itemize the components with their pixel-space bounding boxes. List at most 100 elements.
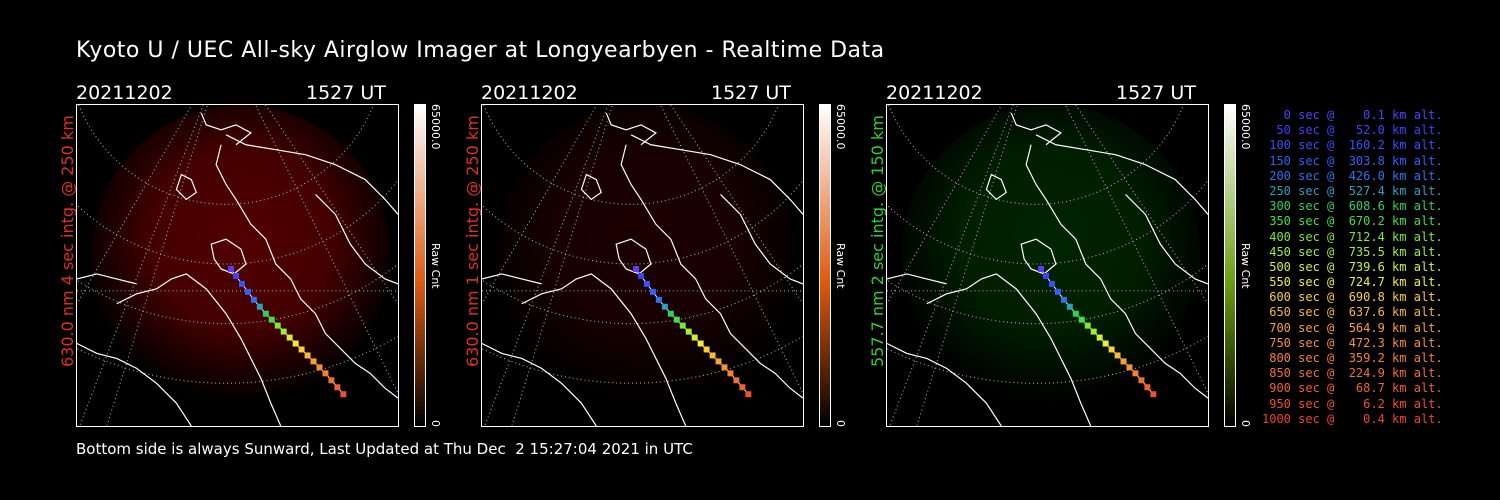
trajectory-point [667,310,674,317]
legend-entry: 50 sec @ 52.0 km alt. [1262,123,1443,138]
coastline [77,112,398,426]
trajectory-point [1043,272,1049,279]
legend-entry: 650 sec @ 637.6 km alt. [1262,305,1443,320]
trajectory-point [274,322,281,329]
lat-lon-grid [482,105,803,426]
trajectory-point [1132,370,1139,377]
trajectory-point [643,280,650,287]
trajectory-point [727,370,734,377]
legend-entry: 900 sec @ 68.7 km alt. [1262,381,1443,396]
trajectory-point [1138,377,1145,384]
trajectory-point [1054,288,1061,295]
rocket-trajectory [1038,265,1157,398]
trajectory-point [244,288,251,295]
trajectory-point [685,328,692,335]
trajectory-point [1102,340,1109,347]
trajectory-legend: 0 sec @ 0.1 km alt. 50 sec @ 52.0 km alt… [1262,108,1443,427]
footer-note: Bottom side is always Sunward, Last Upda… [76,440,693,458]
trajectory-point [262,310,269,317]
trajectory-point [250,296,257,303]
trajectory-point [304,352,311,359]
trajectory-point [1090,328,1097,335]
legend-entry: 200 sec @ 426.0 km alt. [1262,168,1443,183]
trajectory-point [1126,364,1133,371]
trajectory-point [703,346,710,353]
legend-entry: 550 sec @ 724.7 km alt. [1262,275,1443,290]
coastline [887,112,1208,426]
colorbar-max: 65000.0 [429,104,442,150]
trajectory-point [739,384,746,391]
trajectory-point [733,377,740,384]
trajectory-point [1038,265,1045,272]
airglow-emission [496,105,796,404]
trajectory-point [238,280,245,287]
legend-entry: 600 sec @ 690.8 km alt. [1262,290,1443,305]
allsky-map [76,104,399,427]
trajectory-point [1078,316,1085,323]
rocket-trajectory [228,265,347,398]
panel-ylabel: 630.0 nm 4 sec intg. @ 250 km [58,115,77,367]
colorbar-min: 0 [1239,420,1252,427]
coastline [482,112,803,426]
trajectory-point [638,272,644,279]
trajectory-point [340,391,347,398]
trajectory-point [316,364,323,371]
trajectory-point [633,265,640,272]
trajectory-point [1066,303,1073,310]
trajectory-point [256,303,263,310]
trajectory-point [328,377,335,384]
trajectory-point [1114,352,1121,359]
panel-time: 1527 UT [306,82,386,104]
trajectory-point [1060,296,1067,303]
trajectory-point [697,340,704,347]
trajectory-point [286,334,293,341]
trajectory-point [1150,391,1157,398]
allsky-map [886,104,1209,427]
trajectory-point [310,358,317,365]
panel-time: 1527 UT [1116,82,1196,104]
panel-ylabel: 630.0 nm 1 sec intg. @ 250 km [463,115,482,367]
trajectory-point [715,358,722,365]
airglow-emission [91,105,391,404]
colorbar-max: 65000.0 [1239,104,1252,150]
trajectory-point [268,316,275,323]
trajectory-point [1048,280,1055,287]
trajectory-point [334,384,341,391]
lat-lon-grid [887,105,1208,426]
trajectory-point [679,322,686,329]
legend-entry: 450 sec @ 735.5 km alt. [1262,244,1443,259]
page-title: Kyoto U / UEC All-sky Airglow Imager at … [76,38,885,63]
legend-entry: 300 sec @ 608.6 km alt. [1262,199,1443,214]
trajectory-point [691,334,698,341]
trajectory-point [1084,322,1091,329]
trajectory-point [649,288,656,295]
trajectory-point [721,364,728,371]
trajectory-point [673,316,680,323]
legend-entry: 500 sec @ 739.6 km alt. [1262,259,1443,274]
panel-date: 20211202 [886,82,983,104]
legend-entry: 150 sec @ 303.8 km alt. [1262,153,1443,168]
colorbar-unit: Raw Cnt [834,243,847,289]
colorbar [414,104,426,427]
panel-date: 20211202 [481,82,578,104]
trajectory-point [655,296,662,303]
trajectory-point [298,346,305,353]
colorbar [819,104,831,427]
colorbar-max: 65000.0 [834,104,847,150]
panel-time: 1527 UT [711,82,791,104]
legend-entry: 1000 sec @ 0.4 km alt. [1262,411,1443,426]
legend-entry: 400 sec @ 712.4 km alt. [1262,229,1443,244]
trajectory-point [661,303,668,310]
legend-entry: 950 sec @ 6.2 km alt. [1262,396,1443,411]
trajectory-point [1072,310,1079,317]
trajectory-point [1096,334,1103,341]
panel-ylabel: 557.7 nm 2 sec intg. @ 150 km [868,115,887,367]
trajectory-point [709,352,716,359]
colorbar-min: 0 [429,420,442,427]
legend-entry: 100 sec @ 160.2 km alt. [1262,138,1443,153]
allsky-map [481,104,804,427]
colorbar [1224,104,1236,427]
colorbar-unit: Raw Cnt [1239,243,1252,289]
trajectory-point [1144,384,1151,391]
legend-entry: 750 sec @ 472.3 km alt. [1262,335,1443,350]
